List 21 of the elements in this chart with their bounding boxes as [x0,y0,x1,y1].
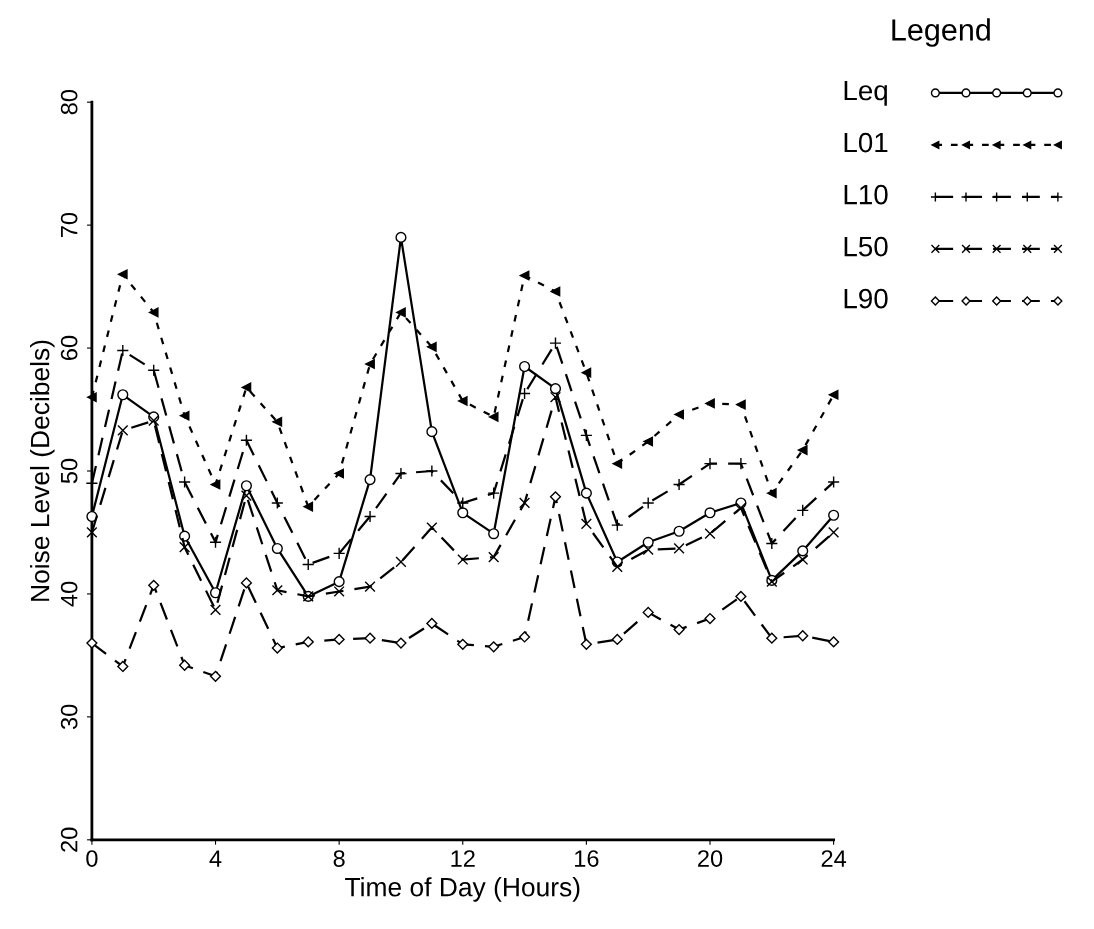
legend-label: Leq [844,80,887,106]
x-tick-label: 16 [575,850,599,867]
y-tick-label: 40 [60,581,78,607]
y-tick-label: 30 [60,704,78,730]
x-axis-title: Time of Day (Hours) [345,877,580,902]
x-tick-label: 24 [821,850,847,867]
y-axis-title: Noise Level (Decibels) [30,340,55,601]
legend-label: L90 [844,288,888,309]
legend-label: L50 [844,236,888,257]
y-tick-label: 60 [60,335,78,360]
legend-label: L10 [844,184,888,205]
x-tick-label: 0 [86,850,98,867]
y-tick-label: 70 [60,212,78,238]
x-tick-label: 12 [451,850,475,867]
legend-label: L01 [844,132,888,153]
y-tick-label: 50 [60,458,78,484]
x-tick-label: 4 [209,850,222,867]
x-tick-label: 20 [698,850,723,867]
legend-title: Legend [892,18,990,47]
y-tick-label: 80 [60,89,78,115]
x-tick-label: 8 [333,850,345,867]
